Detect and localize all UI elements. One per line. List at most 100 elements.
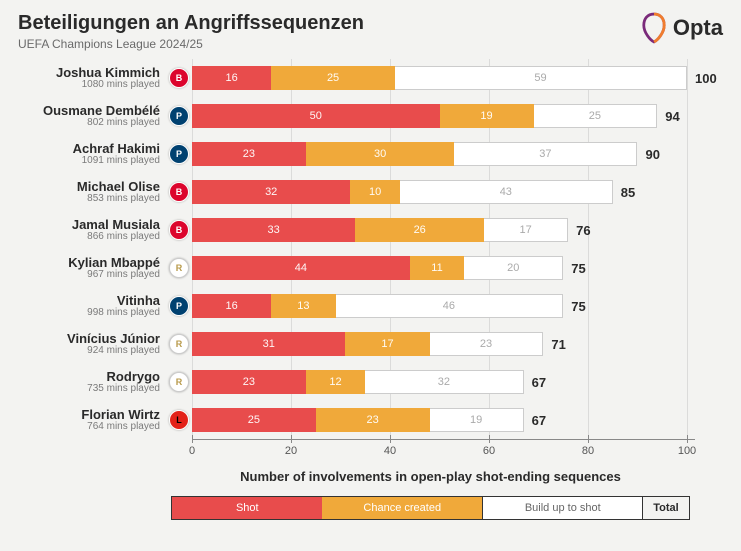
chart-area: Joshua Kimmich1080 mins played B 16 25 59 100… <box>18 59 723 520</box>
player-mins: 1080 mins played <box>18 79 160 91</box>
bar-segment: 17 <box>484 218 568 242</box>
bar-segment: 25 <box>534 104 658 128</box>
total-label: 85 <box>621 185 635 200</box>
player-mins: 802 mins played <box>18 117 160 129</box>
total-label: 67 <box>532 413 546 428</box>
bar-segment: 16 <box>192 66 271 90</box>
bar-container: 23303790 <box>192 142 723 166</box>
player-name: Jamal Musiala <box>18 218 160 231</box>
bar-segment: 11 <box>410 256 464 280</box>
club-badge-icon: B <box>169 220 189 240</box>
bar-container: 23123267 <box>192 370 723 394</box>
player-row: Achraf Hakimi1091 mins playedP23303790 <box>18 135 723 173</box>
bar-segment: 50 <box>192 104 440 128</box>
player-row: Florian Wirtz764 mins playedL252319 67 <box>18 401 723 439</box>
player-mins: 866 mins played <box>18 231 160 243</box>
player-name: Joshua Kimmich <box>18 66 160 79</box>
player-name: Vinícius Júnior <box>18 332 160 345</box>
bar-container: 162559100 <box>192 66 723 90</box>
x-tick-label: 40 <box>384 445 396 457</box>
bar-segment: 26 <box>355 218 484 242</box>
player-label: Jamal Musiala866 mins played <box>18 218 166 243</box>
total-label: 100 <box>695 71 717 86</box>
club-badge-col: P <box>166 106 192 126</box>
total-label: 67 <box>532 375 546 390</box>
bar-segment: 23 <box>316 408 430 432</box>
bar-segment: 19 <box>430 408 524 432</box>
x-tick-label: 60 <box>483 445 495 457</box>
player-label: Michael Olise853 mins played <box>18 180 166 205</box>
club-badge-col: R <box>166 258 192 278</box>
total-label: 90 <box>645 147 659 162</box>
player-name: Achraf Hakimi <box>18 142 160 155</box>
player-label: Achraf Hakimi1091 mins played <box>18 142 166 167</box>
player-row: Ousmane Dembélé802 mins playedP50192594 <box>18 97 723 135</box>
legend-item: Build up to shot <box>482 497 642 519</box>
x-axis-title: Number of involvements in open-play shot… <box>138 469 723 484</box>
bar-segment: 13 <box>271 294 335 318</box>
total-label: 76 <box>576 223 590 238</box>
chart-subtitle: UEFA Champions League 2024/25 <box>18 37 364 51</box>
player-name: Michael Olise <box>18 180 160 193</box>
player-label: Vitinha998 mins played <box>18 294 166 319</box>
bar-segment: 17 <box>345 332 429 356</box>
legend-item: Chance created <box>322 497 482 519</box>
club-badge-icon: L <box>169 410 189 430</box>
player-label: Florian Wirtz764 mins played <box>18 408 166 433</box>
player-mins: 1091 mins played <box>18 155 160 167</box>
player-mins: 998 mins played <box>18 307 160 319</box>
player-row: Vinícius Júnior924 mins playedR31172371 <box>18 325 723 363</box>
club-badge-col: L <box>166 410 192 430</box>
opta-logo: Opta <box>641 12 723 44</box>
bar-segment: 59 <box>395 66 687 90</box>
player-label: Joshua Kimmich1080 mins played <box>18 66 166 91</box>
player-name: Ousmane Dembélé <box>18 104 160 117</box>
player-row: Jamal Musiala866 mins playedB33261776 <box>18 211 723 249</box>
total-label: 94 <box>665 109 679 124</box>
club-badge-icon: R <box>169 372 189 392</box>
bar-rows: Joshua Kimmich1080 mins played B 16 25 59 100… <box>18 59 723 439</box>
club-badge-col: P <box>166 144 192 164</box>
x-axis: 020406080100 <box>192 439 723 467</box>
club-badge-col: B <box>166 220 192 240</box>
x-tick-label: 20 <box>285 445 297 457</box>
title-block: Beteiligungen an Angriffssequenzen UEFA … <box>18 12 364 51</box>
club-badge-col: B <box>166 182 192 202</box>
x-tick-label: 80 <box>582 445 594 457</box>
player-label: Rodrygo735 mins played <box>18 370 166 395</box>
club-badge-icon: P <box>169 144 189 164</box>
bar-container: 44112075 <box>192 256 723 280</box>
bar-segment: 32 <box>192 180 350 204</box>
bar-segment: 16 <box>192 294 271 318</box>
bar-segment: 25 <box>192 408 316 432</box>
total-label: 75 <box>571 261 585 276</box>
bar-segment: 31 <box>192 332 345 356</box>
bar-segment: 23 <box>192 142 306 166</box>
player-row: Michael Olise853 mins playedB32104385 <box>18 173 723 211</box>
player-mins: 967 mins played <box>18 269 160 281</box>
player-row: Kylian Mbappé967 mins playedR44112075 <box>18 249 723 287</box>
bar-segment: 30 <box>306 142 455 166</box>
bar-segment: 32 <box>365 370 523 394</box>
player-row: Vitinha998 mins playedP16134675 <box>18 287 723 325</box>
player-label: Kylian Mbappé967 mins played <box>18 256 166 281</box>
legend-total: Total <box>642 497 688 519</box>
legend-item: Shot <box>172 497 322 519</box>
player-row: Rodrygo735 mins playedR23123267 <box>18 363 723 401</box>
bar-segment: 23 <box>430 332 544 356</box>
bar-segment: 44 <box>192 256 410 280</box>
player-name: Vitinha <box>18 294 160 307</box>
bar-segment: 12 <box>306 370 365 394</box>
bar-segment: 10 <box>350 180 400 204</box>
bar-container: 32104385 <box>192 180 723 204</box>
opta-logo-icon <box>641 12 667 44</box>
player-name: Kylian Mbappé <box>18 256 160 269</box>
bar-segment: 19 <box>440 104 534 128</box>
player-name: Rodrygo <box>18 370 160 383</box>
club-badge-icon: R <box>169 334 189 354</box>
club-badge-col: R <box>166 334 192 354</box>
bar-container: 33261776 <box>192 218 723 242</box>
club-badge-col: R <box>166 372 192 392</box>
bar-container: 501925 94 <box>192 104 723 128</box>
player-label: Ousmane Dembélé802 mins played <box>18 104 166 129</box>
